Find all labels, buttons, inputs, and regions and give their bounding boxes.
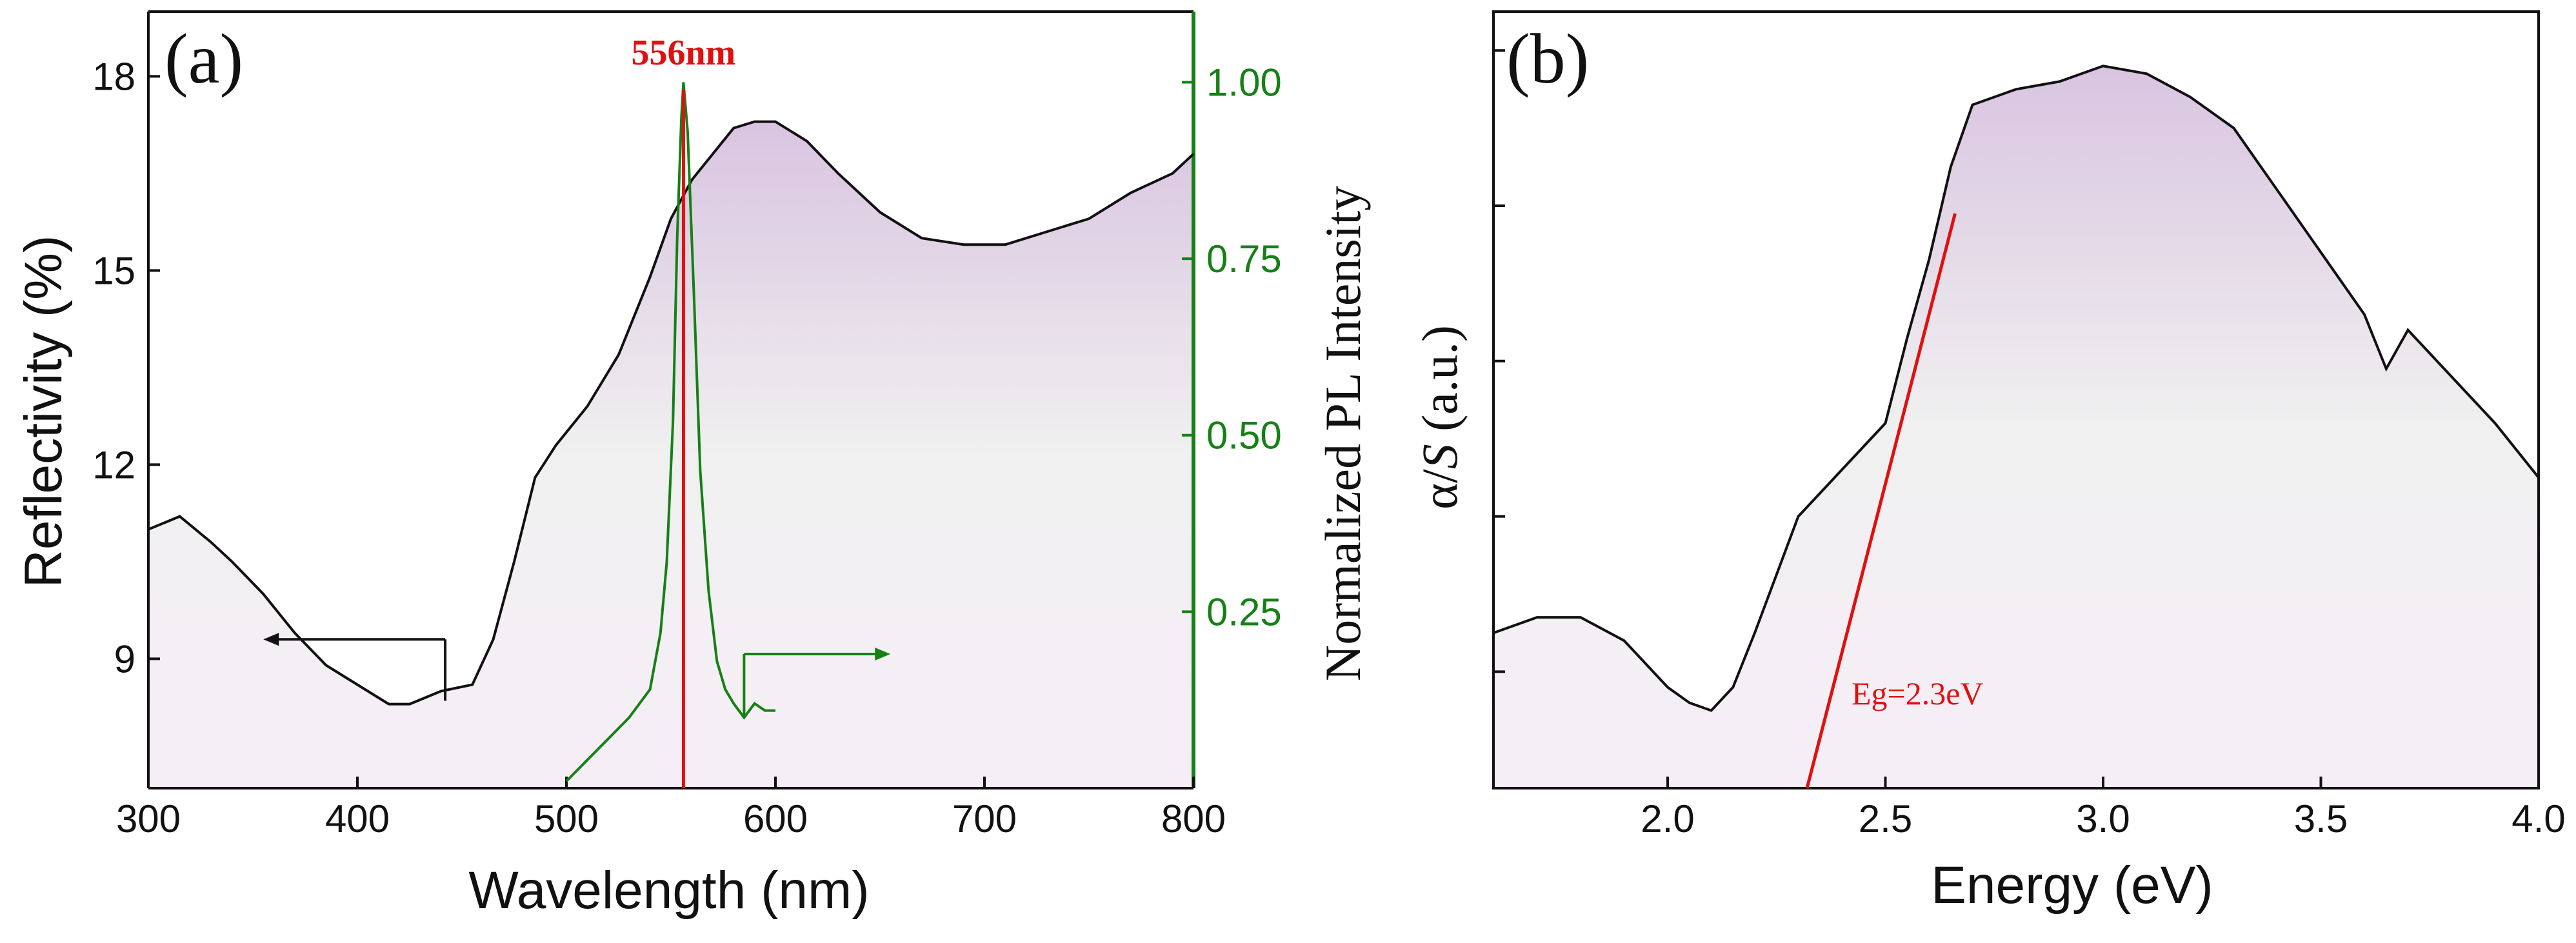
pl-series — [565, 82, 775, 782]
panel-b-x-tick-label: 4.0 — [2511, 797, 2565, 840]
y-label-unit: (a.u.) — [1412, 325, 1468, 444]
absorption-shade — [1493, 66, 2539, 788]
panel-a: 300 400 500 600 700 800 9 12 15 18 0.25 0.50 0.75 1… — [14, 10, 1371, 920]
panel-a-y2-axis-label: Normalized PL Intensity — [1315, 186, 1371, 681]
panel-a-x-tick-label: 600 — [743, 797, 808, 840]
panel-a-y-tick-label: 12 — [92, 443, 135, 486]
panel-b-x-tick-label: 3.0 — [2076, 797, 2130, 840]
left-arrow-head — [263, 633, 279, 646]
y-label-s: S — [1412, 444, 1468, 469]
panel-a-y-tick-label: 15 — [92, 249, 135, 292]
panel-a-x-tick-label: 500 — [534, 797, 599, 840]
panel-b-x-axis-label: Energy (eV) — [1931, 856, 2213, 915]
panel-a-y2-tick-label: 0.50 — [1206, 414, 1282, 457]
panel-a-y2-ticks: 0.25 0.50 0.75 1.00 — [1182, 61, 1282, 633]
y-label-alpha: α/ — [1412, 469, 1468, 510]
panel-a-y-axis-label: Reflectivity (%) — [14, 235, 73, 588]
panel-a-x-axis-label: Wavelength (nm) — [468, 861, 869, 920]
panel-b-x-tick-label: 2.0 — [1641, 797, 1694, 840]
panel-b-label: (b) — [1506, 19, 1589, 98]
panel-a-y-tick-label: 18 — [92, 55, 135, 98]
panel-b-axis-lines — [1492, 10, 2540, 789]
panel-a-x-tick-label: 300 — [116, 797, 181, 840]
panel-a-y-tick-label: 9 — [114, 637, 135, 680]
panel-b-y-ticks — [1493, 49, 1505, 673]
panel-b-x-ticks: 2.0 2.5 3.0 3.5 4.0 — [1641, 777, 2566, 840]
right-axis-arrow — [743, 648, 891, 718]
panel-b-y-axis-label: α/S (a.u.) — [1412, 325, 1468, 510]
panel-a-y-ticks: 9 12 15 18 — [92, 55, 160, 680]
panel-b-x-tick-label: 2.5 — [1859, 797, 1912, 840]
panel-b-x-tick-label: 3.5 — [2294, 797, 2348, 840]
panel-a-y2-tick-label: 1.00 — [1206, 61, 1282, 104]
panel-a-y2-tick-label: 0.75 — [1206, 237, 1282, 281]
panel-a-x-ticks: 300 400 500 600 700 800 — [116, 777, 1226, 840]
panel-a-x-tick-label: 800 — [1161, 797, 1226, 840]
left-axis-arrow — [263, 633, 447, 701]
panel-a-label: (a) — [165, 19, 243, 98]
peak-label: 556nm — [632, 33, 736, 73]
panel-a-y2-tick-label: 0.25 — [1206, 590, 1282, 633]
panel-a-x-tick-label: 400 — [325, 797, 390, 840]
band-gap-label: Eg=2.3eV — [1852, 675, 1984, 711]
band-gap-fit-line — [1805, 213, 1957, 789]
panel-b: 2.0 2.5 3.0 3.5 4.0 Eg=2.3eV (b) Energy (eV)… — [1412, 10, 2566, 915]
panel-a-x-tick-label: 700 — [952, 797, 1017, 840]
right-arrow-head — [875, 648, 891, 661]
reflectivity-series — [148, 120, 1195, 706]
panel-b-frame — [1492, 10, 2540, 789]
absorption-series — [1493, 65, 2540, 712]
